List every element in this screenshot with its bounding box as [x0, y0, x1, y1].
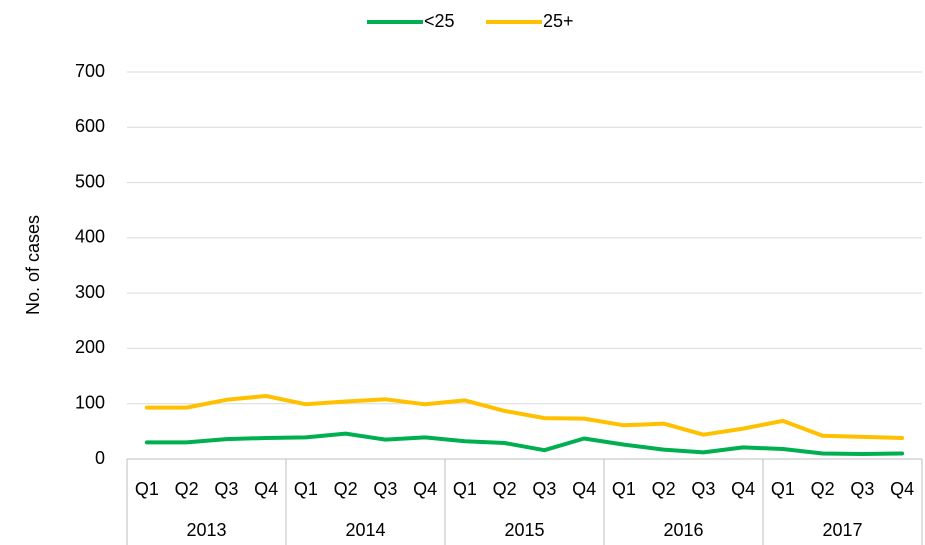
- group-label: 2015: [504, 520, 544, 540]
- x-tick-label: Q3: [373, 479, 397, 499]
- y-tick-label: 300: [75, 282, 105, 302]
- y-tick-label: 400: [75, 227, 105, 247]
- x-tick-label: Q2: [175, 479, 199, 499]
- series-line: [144, 431, 905, 456]
- x-tick-label: Q3: [532, 479, 556, 499]
- x-tick-label: Q1: [453, 479, 477, 499]
- x-tick-label: Q4: [572, 479, 596, 499]
- y-tick-label: 500: [75, 171, 105, 191]
- x-tick-label: Q4: [254, 479, 278, 499]
- x-tick-label: Q4: [413, 479, 437, 499]
- legend-label: 25+: [543, 11, 574, 31]
- y-tick-label: 0: [95, 448, 105, 468]
- x-tick-label: Q1: [612, 479, 636, 499]
- x-tick-label: Q1: [771, 479, 795, 499]
- group-label: 2016: [663, 520, 703, 540]
- x-tick-label: Q4: [731, 479, 755, 499]
- x-tick-label: Q2: [811, 479, 835, 499]
- group-label: 2017: [822, 520, 862, 540]
- x-tick-label: Q2: [334, 479, 358, 499]
- y-tick-label: 700: [75, 61, 105, 81]
- x-tick-label: Q2: [652, 479, 676, 499]
- y-axis-label: No. of cases: [23, 215, 43, 315]
- y-tick-label: 100: [75, 392, 105, 412]
- x-tick-label: Q3: [691, 479, 715, 499]
- x-tick-label: Q1: [294, 479, 318, 499]
- x-tick-label: Q3: [850, 479, 874, 499]
- legend-label: <25: [424, 11, 455, 31]
- x-tick-label: Q2: [493, 479, 517, 499]
- group-label: 2013: [186, 520, 226, 540]
- y-tick-label: 200: [75, 337, 105, 357]
- group-label: 2014: [345, 520, 385, 540]
- series-line: [144, 394, 905, 440]
- y-tick-label: 600: [75, 116, 105, 136]
- x-tick-label: Q3: [214, 479, 238, 499]
- x-tick-label: Q1: [135, 479, 159, 499]
- x-tick-label: Q4: [890, 479, 914, 499]
